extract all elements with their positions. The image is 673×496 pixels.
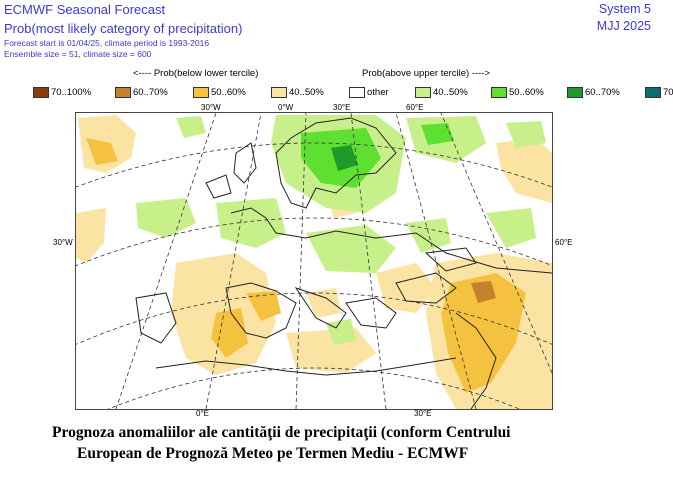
legend-label: 50..60%: [509, 86, 544, 98]
legend-swatch: [567, 86, 583, 98]
legend-item: 70..100%: [33, 86, 91, 98]
system-label: System 5: [598, 2, 651, 16]
lon-label-30w: 30°W: [201, 103, 221, 112]
lon-label-60e-top: 60°E: [406, 103, 424, 112]
lon-label-30e-bottom: 30°E: [414, 409, 432, 418]
legend-item: 60..70%: [115, 86, 168, 98]
period-label: MJJ 2025: [596, 19, 651, 33]
lon-label-0e-bottom: 0°E: [196, 409, 209, 418]
legend-item: 40..50%: [415, 86, 468, 98]
legend-label: 40..50%: [289, 86, 324, 98]
lat-label-left: 30°W: [53, 238, 73, 247]
chart-subtitle: Prob(most likely category of precipitati…: [4, 21, 243, 36]
legend-item: 50..60%: [491, 86, 544, 98]
map-panel: [75, 112, 553, 410]
legend-item: 70..100%: [645, 86, 673, 98]
legend-label: 50..60%: [211, 86, 246, 98]
forecast-info: Forecast start is 01/04/25, climate peri…: [4, 38, 210, 48]
legend-swatch: [193, 86, 209, 98]
caption-line-1: Prognoza anomaliilor ale cantităţii de p…: [52, 424, 511, 441]
graticule: [76, 113, 552, 409]
legend-label: 70..100%: [51, 86, 92, 98]
legend-label: 60..70%: [133, 86, 168, 98]
legend-label: 40..50%: [433, 86, 468, 98]
lon-label-0w: 0°W: [278, 103, 294, 112]
legend-item: 40..50%: [271, 86, 324, 98]
legend-above-label: Prob(above upper tercile) ---->: [362, 68, 491, 79]
legend-label: 70..100%: [663, 86, 673, 98]
ensemble-info: Ensemble size = 51, climate size = 600: [4, 49, 152, 59]
legend-item: other: [349, 86, 389, 98]
legend-label: other: [367, 86, 389, 98]
legend-swatch: [645, 86, 661, 98]
lon-label-30e-top: 30°E: [333, 103, 351, 112]
legend-swatch: [33, 86, 49, 98]
legend-swatch: [115, 86, 131, 98]
map-canvas: [76, 113, 552, 409]
caption-line-2: European de Prognoză Meteo pe Termen Med…: [77, 445, 469, 462]
legend-item: 50..60%: [193, 86, 246, 98]
legend: 70..100% 60..70% 50..60% 40..50% other 40..50…: [33, 86, 673, 100]
legend-swatch: [271, 86, 287, 98]
probability-shading: [76, 115, 552, 409]
legend-swatch: [415, 86, 431, 98]
legend-label: 60..70%: [585, 86, 620, 98]
chart-title: ECMWF Seasonal Forecast: [4, 2, 166, 17]
legend-item: 60..70%: [567, 86, 620, 98]
legend-swatch: [349, 86, 365, 98]
legend-swatch: [491, 86, 507, 98]
coastlines: [135, 117, 552, 409]
legend-below-label: <---- Prob(below lower tercile): [133, 68, 259, 79]
lat-label-right: 60°E: [555, 238, 573, 247]
